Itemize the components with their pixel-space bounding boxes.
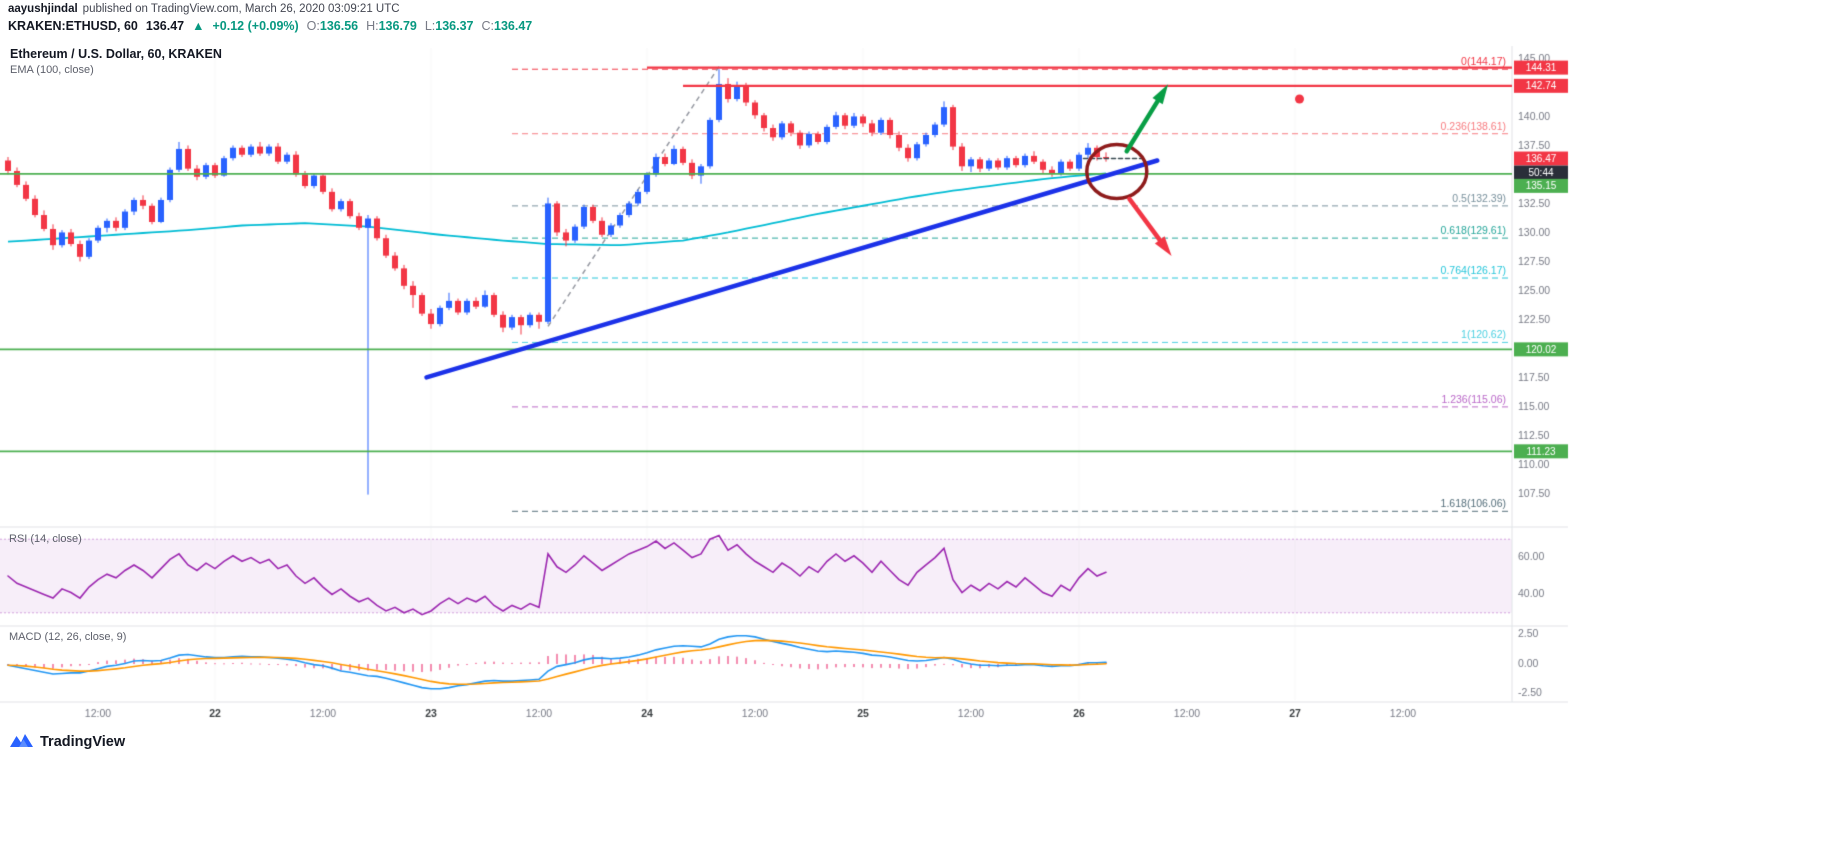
tradingview-logo-icon[interactable] [10,733,33,750]
last-price: 136.47 [145,19,185,33]
symbol-info-bar: KRAKEN:ETHUSD, 60 136.47 ▲ +0.12 (+0.09%… [8,19,532,33]
close-value: C:136.47 [481,19,533,33]
rsi-indicator-label[interactable]: RSI (14, close) [9,533,82,545]
price-change: +0.12 (+0.09%) [212,19,299,33]
chart-title[interactable]: Ethereum / U.S. Dollar, 60, KRAKEN [10,47,222,61]
change-arrow-icon: ▲ [192,19,205,33]
publish-details: published on TradingView.com, March 26, … [82,3,400,15]
tradingview-footer: TradingView [10,733,125,750]
high-value: H:136.79 [366,19,417,33]
publisher-name[interactable]: aayushjindal [8,3,78,15]
open-value: O:136.56 [306,19,359,33]
publish-info-line: aayushjindal published on TradingView.com… [8,3,400,15]
macd-indicator-label[interactable]: MACD (12, 26, close, 9) [9,631,127,643]
ema-indicator-label[interactable]: EMA (100, close) [10,64,94,76]
low-value: L:136.37 [424,19,474,33]
tradingview-logo-text[interactable]: TradingView [40,733,126,750]
symbol-name[interactable]: KRAKEN:ETHUSD, 60 [8,19,138,33]
